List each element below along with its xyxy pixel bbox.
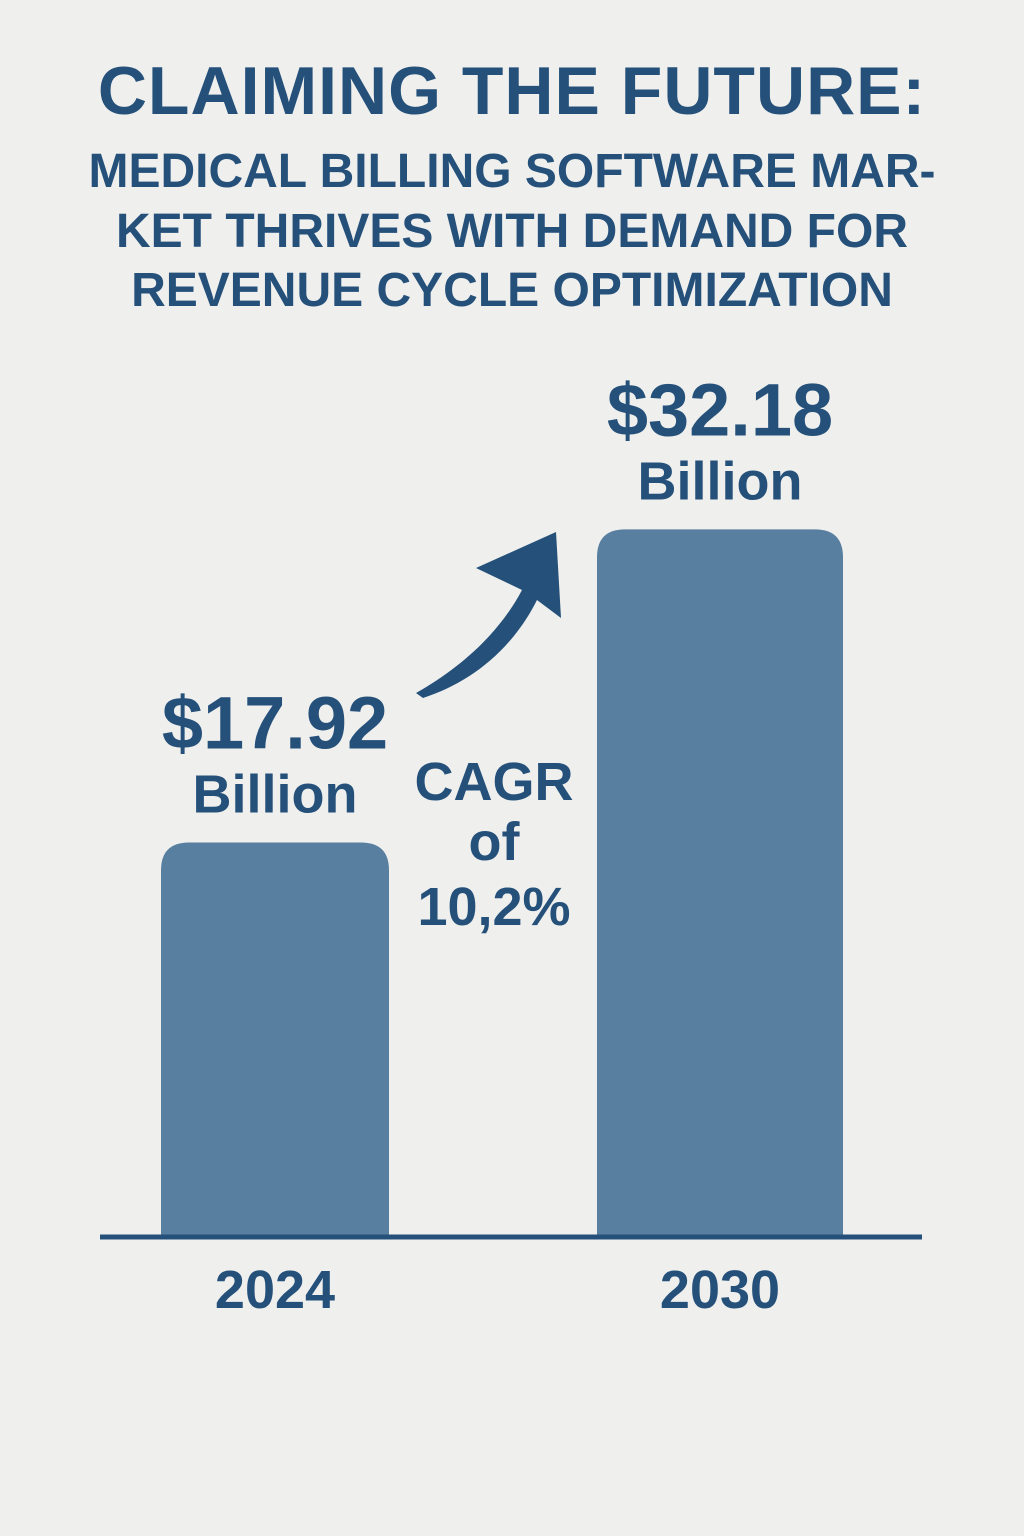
subtitle-line-3: REVENUE CYCLE OPTIMIZATION: [131, 264, 893, 317]
bar-2024: [161, 842, 389, 1236]
cagr-label-line-2: of: [469, 812, 521, 872]
data-label-2030-unit: Billion: [638, 451, 803, 511]
x-tick-2024: 2024: [215, 1260, 335, 1320]
data-label-2030-amount: $32.18: [607, 368, 833, 451]
x-tick-2030: 2030: [660, 1260, 780, 1320]
data-label-2024-unit: Billion: [193, 764, 358, 824]
subtitle-line-2: KET THRIVES WITH DEMAND FOR: [116, 205, 908, 258]
upward-arrow-icon: [416, 532, 561, 698]
data-label-2024-amount: $17.92: [162, 681, 388, 764]
page-title: CLAIMING THE FUTURE:: [97, 53, 927, 129]
bar-2030: [597, 529, 843, 1236]
cagr-label-line-3: 10,2%: [417, 877, 570, 937]
cagr-label-line-1: CAGR: [415, 752, 574, 812]
subtitle-line-1: MEDICAL BILLING SOFTWARE MAR-: [88, 145, 936, 198]
